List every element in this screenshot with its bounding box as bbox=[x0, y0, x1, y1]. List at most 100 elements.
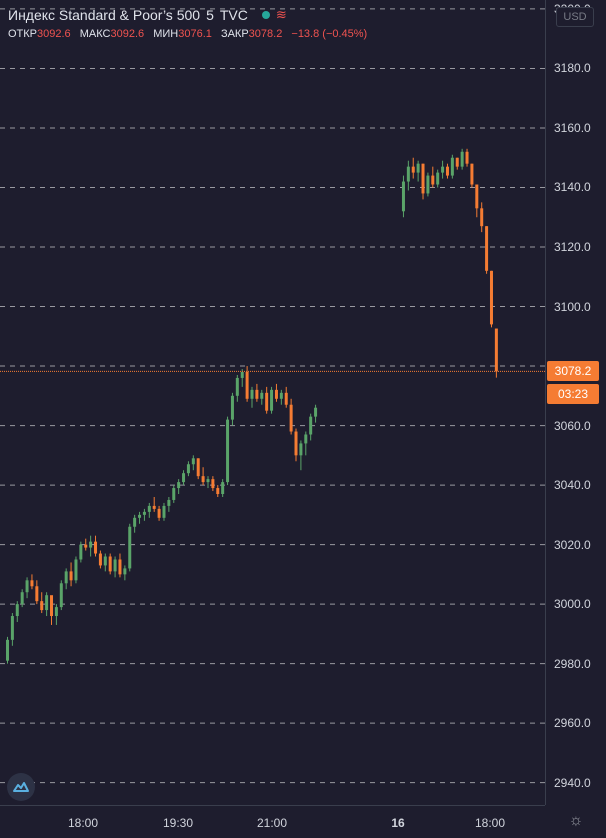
live-dot-icon bbox=[261, 11, 270, 19]
candle bbox=[177, 479, 181, 495]
candle bbox=[186, 461, 190, 477]
candle bbox=[270, 386, 274, 414]
symbol-title[interactable]: Индекс Standard & Poor’s 500 bbox=[8, 7, 201, 23]
candle bbox=[206, 476, 210, 489]
y-tick-label: 3120.0 bbox=[554, 240, 591, 254]
bar-countdown-tag: 03:23 bbox=[547, 384, 599, 405]
candle bbox=[40, 592, 44, 614]
close-value: 3078.2 bbox=[248, 28, 283, 40]
candle bbox=[284, 386, 288, 408]
candle bbox=[299, 440, 303, 471]
y-tick-label: 2980.0 bbox=[554, 656, 591, 671]
candle bbox=[221, 479, 225, 497]
y-tick-label: 2960.0 bbox=[554, 716, 591, 731]
candle bbox=[274, 383, 278, 402]
candle bbox=[216, 485, 220, 497]
candle bbox=[94, 535, 98, 557]
candle bbox=[108, 553, 112, 575]
candle bbox=[304, 431, 308, 456]
candle bbox=[20, 589, 24, 608]
candle bbox=[436, 169, 440, 188]
candle bbox=[196, 458, 200, 480]
candle bbox=[450, 154, 454, 179]
candle bbox=[441, 160, 445, 179]
candle bbox=[84, 538, 88, 551]
y-tick-label: 3100.0 bbox=[554, 299, 591, 314]
interval-label[interactable]: 5 bbox=[206, 7, 214, 23]
candle bbox=[74, 556, 78, 584]
candle bbox=[226, 416, 230, 486]
low-label: МИН bbox=[153, 28, 179, 40]
last-price-tag: 3078.2 bbox=[547, 361, 599, 382]
candle bbox=[294, 428, 298, 462]
candle bbox=[265, 386, 269, 414]
ohlc-values: ОТКР3092.6 МАКС3092.6 МИН3076.1 ЗАКР3078… bbox=[8, 28, 373, 40]
currency-button[interactable]: USD bbox=[556, 7, 594, 27]
candle bbox=[133, 514, 137, 533]
candle bbox=[465, 148, 469, 167]
candle bbox=[460, 148, 464, 170]
candle bbox=[426, 172, 430, 197]
candle bbox=[182, 470, 186, 486]
x-tick-label: 21:00 bbox=[256, 816, 288, 830]
candle bbox=[128, 523, 132, 572]
candle bbox=[235, 374, 239, 402]
x-tick-label: 18:00 bbox=[474, 816, 506, 830]
candle bbox=[147, 502, 151, 518]
y-tick-label: 3140.0 bbox=[554, 180, 591, 195]
candle bbox=[279, 389, 283, 405]
x-tick-label: 16 bbox=[391, 816, 405, 830]
candle bbox=[30, 574, 34, 590]
price-axis[interactable]: 3200.03180.03160.03140.03120.03100.03080… bbox=[545, 0, 606, 805]
y-tick-label: 3040.0 bbox=[554, 478, 591, 493]
candle bbox=[309, 413, 313, 441]
candle bbox=[157, 505, 161, 521]
candle bbox=[59, 580, 63, 611]
price-chart[interactable] bbox=[0, 0, 545, 805]
low-value: 3076.1 bbox=[178, 28, 212, 40]
candle bbox=[6, 636, 9, 664]
candle bbox=[245, 366, 249, 402]
y-tick-label: 3160.0 bbox=[554, 120, 591, 135]
candle bbox=[89, 535, 93, 557]
chart-legend: Индекс Standard & Poor’s 500 5 TVC ≋ ОТК… bbox=[8, 7, 373, 40]
candle bbox=[485, 226, 489, 274]
gear-icon[interactable]: ☼ bbox=[568, 812, 584, 829]
candle bbox=[25, 577, 29, 599]
candle bbox=[35, 580, 39, 605]
wave-icon[interactable]: ≋ bbox=[275, 7, 287, 22]
candle bbox=[289, 398, 293, 435]
exchange-label: TVC bbox=[219, 7, 248, 23]
candle bbox=[162, 502, 166, 521]
candle bbox=[250, 386, 254, 408]
legend-title-row: Индекс Standard & Poor’s 500 5 TVC ≋ bbox=[8, 7, 373, 23]
candle bbox=[240, 369, 244, 387]
candle bbox=[50, 595, 54, 625]
candle bbox=[54, 604, 58, 625]
candle bbox=[45, 592, 49, 617]
candle bbox=[255, 383, 259, 402]
time-axis[interactable]: 18:00 19:30 21:00 16 18:00 bbox=[0, 805, 545, 838]
candlestick-plot[interactable] bbox=[0, 0, 545, 805]
candle bbox=[406, 160, 410, 191]
candle bbox=[475, 184, 479, 218]
open-value: 3092.6 bbox=[37, 28, 71, 40]
y-tick-label: 2940.0 bbox=[554, 775, 591, 790]
candle bbox=[455, 157, 459, 170]
candle bbox=[138, 511, 142, 524]
y-tick-label: 3060.0 bbox=[554, 418, 591, 433]
candle bbox=[172, 485, 176, 503]
high-label: МАКС bbox=[79, 28, 111, 40]
candle bbox=[421, 163, 425, 200]
candle bbox=[489, 270, 493, 328]
tradingview-logo-icon[interactable] bbox=[7, 773, 35, 801]
candle bbox=[113, 556, 117, 578]
candle bbox=[314, 404, 318, 423]
candle bbox=[69, 562, 73, 587]
candle bbox=[10, 613, 14, 646]
candle bbox=[152, 496, 156, 512]
candle bbox=[480, 202, 484, 233]
x-tick-label: 18:00 bbox=[67, 816, 99, 830]
candle bbox=[445, 163, 449, 179]
candle bbox=[64, 568, 68, 590]
